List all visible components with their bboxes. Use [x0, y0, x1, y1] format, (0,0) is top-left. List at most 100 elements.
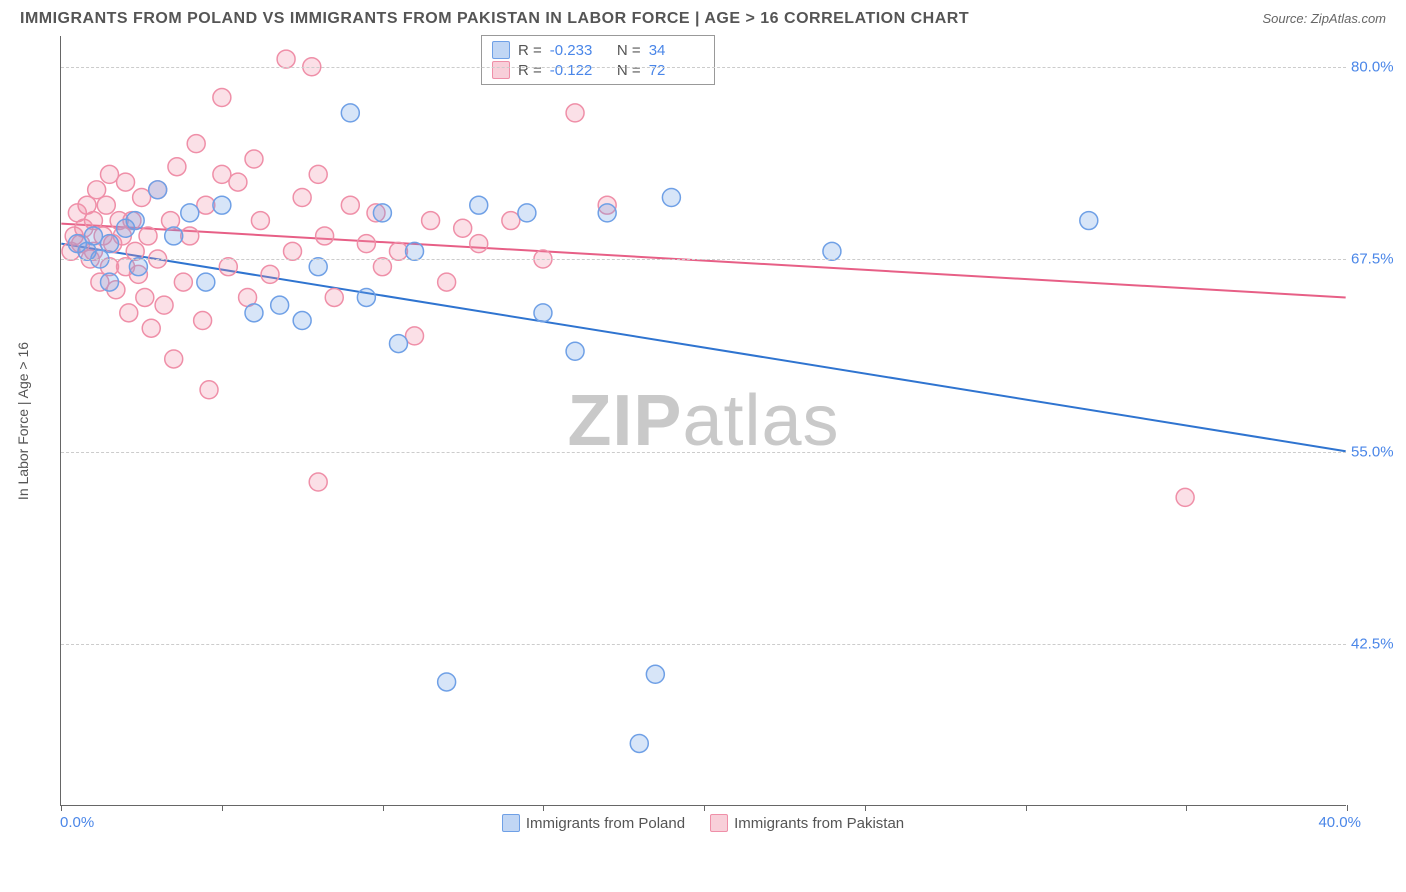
legend-swatch-1	[710, 814, 728, 832]
x-tick	[222, 805, 223, 811]
scatter-point	[630, 734, 648, 752]
scatter-point	[165, 227, 183, 245]
scatter-point	[181, 204, 199, 222]
scatter-point	[65, 227, 83, 245]
x-tick	[383, 805, 384, 811]
scatter-point	[823, 242, 841, 260]
scatter-point	[454, 219, 472, 237]
gridline-h	[61, 259, 1346, 260]
y-tick-label: 42.5%	[1351, 636, 1406, 653]
scatter-point	[373, 258, 391, 276]
scatter-point	[84, 212, 102, 230]
scatter-point	[113, 227, 131, 245]
y-tick-label: 80.0%	[1351, 58, 1406, 75]
scatter-point	[91, 273, 109, 291]
scatter-point	[438, 673, 456, 691]
scatter-point	[62, 242, 80, 260]
chart-title: IMMIGRANTS FROM POLAND VS IMMIGRANTS FRO…	[20, 10, 969, 28]
scatter-point	[438, 273, 456, 291]
scatter-point	[72, 235, 90, 253]
scatter-point	[1176, 488, 1194, 506]
scatter-point	[662, 189, 680, 207]
scatter-point	[470, 235, 488, 253]
x-tick	[1186, 805, 1187, 811]
scatter-point	[120, 304, 138, 322]
scatter-point	[239, 288, 257, 306]
scatter-point	[229, 173, 247, 191]
x-tick	[704, 805, 705, 811]
scatter-point	[136, 288, 154, 306]
stats-n-label: N =	[613, 42, 641, 59]
scatter-point	[94, 227, 112, 245]
watermark: ZIPatlas	[567, 380, 839, 462]
scatter-point	[101, 258, 119, 276]
scatter-point	[126, 242, 144, 260]
scatter-point	[84, 227, 102, 245]
y-tick-label: 55.0%	[1351, 443, 1406, 460]
stats-r-0: -0.233	[550, 42, 605, 59]
x-tick	[865, 805, 866, 811]
stats-r-label: R =	[518, 42, 542, 59]
stats-r-label: R =	[518, 62, 542, 79]
trend-line	[61, 244, 1345, 452]
scatter-point	[341, 196, 359, 214]
watermark-light: atlas	[682, 381, 839, 461]
stats-row-1: R = -0.122 N = 72	[492, 60, 704, 80]
scatter-point	[534, 304, 552, 322]
legend-label-0: Immigrants from Poland	[526, 815, 685, 832]
scatter-point	[219, 258, 237, 276]
scatter-point	[293, 312, 311, 330]
scatter-point	[213, 89, 231, 107]
scatter-point	[213, 196, 231, 214]
scatter-point	[165, 350, 183, 368]
scatter-point	[101, 235, 119, 253]
legend-item-0: Immigrants from Poland	[502, 814, 685, 832]
scatter-point	[97, 196, 115, 214]
stats-swatch-1	[492, 61, 510, 79]
gridline-h	[61, 452, 1346, 453]
scatter-point	[107, 281, 125, 299]
stats-legend: R = -0.233 N = 34 R = -0.122 N = 72	[481, 35, 715, 85]
stats-n-label: N =	[613, 62, 641, 79]
scatter-point	[117, 258, 135, 276]
x-tick	[543, 805, 544, 811]
stats-n-0: 34	[649, 42, 704, 59]
scatter-point	[309, 165, 327, 183]
legend-item-1: Immigrants from Pakistan	[710, 814, 904, 832]
scatter-point	[213, 165, 231, 183]
scatter-point	[187, 135, 205, 153]
trend-lines-layer	[61, 36, 1346, 805]
scatter-point	[325, 288, 343, 306]
scatter-point	[367, 204, 385, 222]
y-tick-label: 67.5%	[1351, 251, 1406, 268]
legend-swatch-0	[502, 814, 520, 832]
scatter-point	[422, 212, 440, 230]
scatter-point	[566, 342, 584, 360]
scatter-point	[389, 242, 407, 260]
scatter-point	[168, 158, 186, 176]
scatter-point	[149, 181, 167, 199]
scatter-point	[646, 665, 664, 683]
scatter-point	[104, 235, 122, 253]
stats-swatch-0	[492, 41, 510, 59]
legend-label-1: Immigrants from Pakistan	[734, 815, 904, 832]
stats-r-1: -0.122	[550, 62, 605, 79]
scatter-point	[406, 242, 424, 260]
x-tick	[1026, 805, 1027, 811]
scatter-point	[251, 212, 269, 230]
scatter-point	[316, 227, 334, 245]
scatter-point	[197, 196, 215, 214]
scatter-point	[470, 196, 488, 214]
x-tick	[1347, 805, 1348, 811]
scatter-point	[75, 219, 93, 237]
stats-row-0: R = -0.233 N = 34	[492, 40, 704, 60]
scatter-point	[357, 288, 375, 306]
scatter-point	[139, 227, 157, 245]
scatter-point	[68, 204, 86, 222]
scatter-point	[129, 258, 147, 276]
scatter-point	[181, 227, 199, 245]
scatter-point	[406, 327, 424, 345]
scatter-point	[155, 296, 173, 314]
x-tick	[61, 805, 62, 811]
scatter-point	[284, 242, 302, 260]
